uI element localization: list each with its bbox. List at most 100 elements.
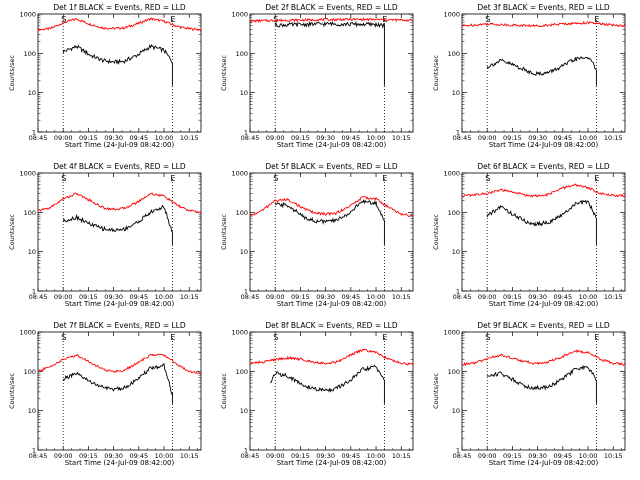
x-tick-label: 09:45 (129, 134, 148, 142)
y-tick-label: 100 (24, 50, 36, 58)
x-tick-label: 09:15 (503, 452, 522, 460)
y-tick-label: 1 (456, 129, 460, 137)
plot-frame (249, 331, 414, 451)
series-lld (37, 17, 202, 32)
x-tick-label: 09:45 (341, 293, 360, 301)
y-tick-label: 100 (448, 209, 460, 217)
x-tick-label: 10:15 (392, 452, 411, 460)
y-tick-label: 10 (240, 407, 248, 415)
x-axis-label: Start Time (24-Jul-09 08:42:00) (65, 300, 175, 308)
x-tick-label: 10:15 (180, 293, 199, 301)
marker-label-e: E (170, 333, 175, 342)
y-tick-label: 1 (456, 447, 460, 455)
y-tick-label: 100 (448, 50, 460, 58)
series-lld (461, 183, 626, 198)
y-tick-label: 100 (24, 209, 36, 217)
marker-label-e: E (170, 15, 175, 24)
x-tick-label: 10:00 (367, 134, 386, 142)
y-tick-label: 1000 (443, 329, 460, 337)
y-axis-label: Counts/sec (8, 373, 16, 409)
x-tick-label: 10:00 (367, 293, 386, 301)
series-lld (462, 20, 626, 28)
x-tick-label: 09:00 (478, 452, 497, 460)
x-tick-label: 09:15 (79, 293, 98, 301)
y-tick-label: 10 (28, 407, 36, 415)
series-lld (250, 17, 414, 24)
x-tick-label: 10:00 (155, 452, 174, 460)
x-tick-label: 09:15 (503, 134, 522, 142)
panel-title: Det 6f BLACK = Events, RED = LLD (477, 162, 610, 171)
y-axis-label: Counts/sec (432, 55, 440, 91)
x-tick-label: 09:45 (341, 452, 360, 460)
y-tick-label: 1000 (231, 11, 248, 19)
y-axis-label: Counts/sec (432, 214, 440, 250)
plot-frame (37, 172, 202, 292)
y-tick-label: 1 (244, 288, 248, 296)
marker-label-e: E (170, 174, 175, 183)
series-lld (250, 196, 414, 218)
x-tick-label: 08:45 (453, 134, 472, 142)
x-tick-label: 09:30 (316, 134, 335, 142)
x-tick-label: 09:45 (341, 134, 360, 142)
plot-frame (249, 172, 414, 292)
y-tick-label: 10 (452, 407, 460, 415)
x-tick-label: 09:15 (291, 134, 310, 142)
series-events (486, 364, 597, 404)
series-lld (37, 192, 202, 214)
x-tick-label: 09:30 (528, 293, 547, 301)
marker-label-e: E (594, 174, 599, 183)
x-tick-label: 08:45 (241, 134, 260, 142)
x-tick-label: 10:15 (604, 134, 623, 142)
panel-title: Det 9f BLACK = Events, RED = LLD (477, 321, 610, 330)
y-tick-label: 1000 (231, 329, 248, 337)
plot-frame (37, 13, 202, 133)
panel-1: Det 1f BLACK = Events, RED = LLD 1 10 100 10… (8, 3, 202, 149)
y-tick-label: 10 (240, 248, 248, 256)
panel-title: Det 4f BLACK = Events, RED = LLD (53, 162, 186, 171)
y-tick-label: 1 (244, 447, 248, 455)
y-tick-label: 1 (32, 129, 36, 137)
x-tick-label: 09:30 (104, 134, 123, 142)
y-axis-label: Counts/sec (220, 373, 228, 409)
plot-frame (249, 13, 414, 133)
x-axis-label: Start Time (24-Jul-09 08:42:00) (489, 459, 599, 467)
y-tick-label: 1000 (443, 170, 460, 178)
x-tick-label: 09:00 (266, 134, 285, 142)
marker-label-e: E (382, 174, 387, 183)
panel-9: Det 9f BLACK = Events, RED = LLD 1 10 100 10… (432, 321, 626, 467)
panel-title: Det 1f BLACK = Events, RED = LLD (53, 3, 186, 12)
marker-label-s: S (61, 15, 66, 24)
panel-3: Det 3f BLACK = Events, RED = LLD 1 10 100 10… (432, 3, 626, 149)
marker-label-s: S (273, 15, 278, 24)
marker-label-e: E (594, 15, 599, 24)
y-tick-label: 100 (236, 368, 248, 376)
y-tick-label: 1 (32, 447, 36, 455)
panel-title: Det 3f BLACK = Events, RED = LLD (477, 3, 610, 12)
y-tick-label: 10 (28, 89, 36, 97)
plot-frame (461, 331, 626, 451)
panel-4: Det 4f BLACK = Events, RED = LLD 1 10 100 10… (8, 162, 202, 308)
y-tick-label: 1000 (443, 11, 460, 19)
y-tick-label: 1000 (19, 11, 36, 19)
x-axis-label: Start Time (24-Jul-09 08:42:00) (277, 459, 387, 467)
x-tick-label: 09:45 (553, 134, 572, 142)
y-tick-label: 100 (24, 368, 36, 376)
series-lld (37, 353, 202, 375)
y-tick-label: 1 (32, 288, 36, 296)
panel-grid: Det 1f BLACK = Events, RED = LLD11010010… (8, 3, 626, 467)
marker-label-e: E (594, 333, 599, 342)
series-events (274, 199, 385, 245)
panel-8: Det 8f BLACK = Events, RED = LLD 1 10 100 10… (220, 321, 414, 467)
series-events (62, 363, 173, 404)
x-tick-label: 10:00 (579, 134, 598, 142)
plot-frame (461, 172, 626, 292)
x-tick-label: 09:45 (553, 452, 572, 460)
panel-title: Det 8f BLACK = Events, RED = LLD (265, 321, 398, 330)
x-tick-label: 08:45 (29, 293, 48, 301)
x-tick-label: 08:45 (241, 452, 260, 460)
marker-label-s: S (61, 333, 66, 342)
x-tick-label: 09:45 (129, 293, 148, 301)
y-axis-label: Counts/sec (220, 214, 228, 250)
x-axis-label: Start Time (24-Jul-09 08:42:00) (489, 141, 599, 149)
plot-frame (37, 331, 202, 451)
